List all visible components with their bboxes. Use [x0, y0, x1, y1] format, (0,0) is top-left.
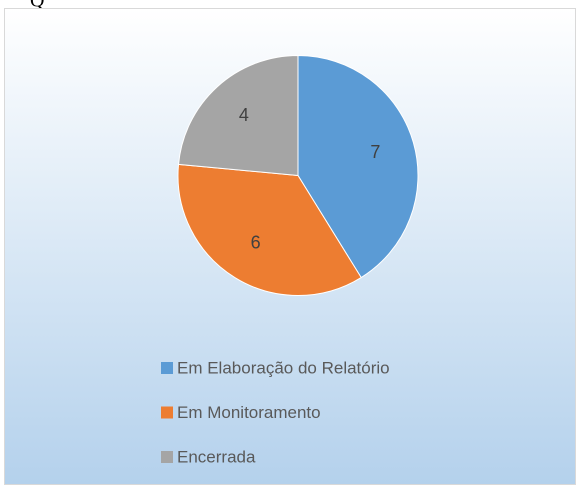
legend-swatch — [161, 406, 173, 419]
data-label: 4 — [239, 105, 249, 125]
legend-swatch — [161, 451, 173, 463]
pie-slice — [177, 163, 362, 296]
data-label: 7 — [370, 142, 380, 162]
pie-slice — [177, 54, 299, 177]
pie-slice — [297, 54, 419, 279]
legend-label: Em Monitoramento — [177, 403, 321, 422]
legend-swatch — [161, 362, 173, 374]
legend-label: Encerrada — [177, 447, 256, 466]
legend-label: Em Elaboração do Relatório — [177, 358, 390, 377]
data-label: 6 — [251, 233, 261, 253]
caption-fragment: Q — [30, 0, 45, 12]
